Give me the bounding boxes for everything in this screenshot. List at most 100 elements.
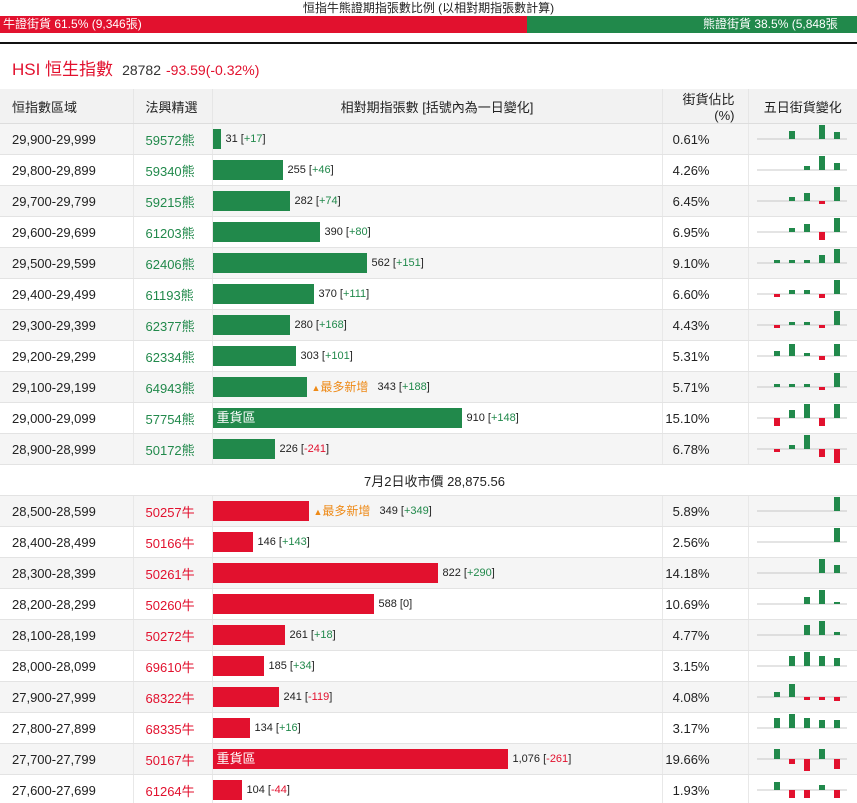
contracts-value: 349 [+349] bbox=[379, 505, 432, 517]
contracts-cell: 255 [+46] bbox=[211, 154, 662, 186]
warrant-code-link[interactable]: 61203熊 bbox=[132, 216, 212, 248]
table-row[interactable]: 29,900-29,999 59572熊 31 [+17] 0.61% bbox=[0, 123, 857, 155]
warrant-code-link[interactable]: 59572熊 bbox=[132, 123, 212, 155]
daily-change: +46 bbox=[311, 164, 331, 176]
five-day-sparkline bbox=[756, 218, 847, 240]
five-day-sparkline bbox=[756, 404, 847, 426]
divider bbox=[0, 42, 857, 44]
contracts-value: 241 [-119] bbox=[283, 691, 333, 703]
table-row[interactable]: 29,000-29,099 57754熊 重貨區 910 [+148] 15.10% bbox=[0, 402, 857, 434]
contracts-bar bbox=[213, 594, 374, 614]
sparkline-bar bbox=[818, 232, 825, 240]
warrant-code-link[interactable]: 68322牛 bbox=[132, 681, 212, 713]
warrant-code-link[interactable]: 50257牛 bbox=[132, 495, 212, 527]
daily-change: 0 bbox=[402, 598, 410, 610]
sparkline-bar bbox=[803, 597, 810, 604]
contracts-bar bbox=[213, 780, 242, 800]
sparkline-bar bbox=[788, 410, 795, 418]
range-cell: 28,000-28,099 bbox=[0, 650, 133, 682]
range-cell: 29,600-29,699 bbox=[0, 216, 133, 248]
warrant-code-link[interactable]: 50272牛 bbox=[132, 619, 212, 651]
contracts-bar bbox=[213, 656, 264, 676]
contracts-bar bbox=[213, 129, 221, 149]
contracts-bar bbox=[213, 532, 253, 552]
table-row[interactable]: 29,700-29,799 59215熊 282 [+74] 6.45% bbox=[0, 185, 857, 217]
warrant-code-link[interactable]: 62406熊 bbox=[132, 247, 212, 279]
contracts-cell: ▲最多新增 343 [+188] bbox=[211, 371, 662, 403]
five-day-trend-cell bbox=[747, 526, 857, 558]
daily-change: +349 bbox=[403, 505, 429, 517]
table-row[interactable]: 28,400-28,499 50166牛 146 [+143] 2.56% bbox=[0, 526, 857, 558]
sparkline-bar bbox=[803, 384, 810, 387]
sparkline-bar bbox=[833, 132, 840, 139]
table-row[interactable]: 28,000-28,099 69610牛 185 [+34] 3.15% bbox=[0, 650, 857, 682]
five-day-trend-cell bbox=[747, 185, 857, 217]
table-row[interactable]: 28,200-28,299 50260牛 588 [0] 10.69% bbox=[0, 588, 857, 620]
table-row[interactable]: 29,400-29,499 61193熊 370 [+111] 6.60% bbox=[0, 278, 857, 310]
warrant-code-link[interactable]: 64943熊 bbox=[132, 371, 212, 403]
index-name[interactable]: HSI 恒生指數 bbox=[12, 60, 114, 79]
table-row[interactable]: 29,100-29,199 64943熊 ▲最多新增 343 [+188] 5.71% bbox=[0, 371, 857, 403]
warrant-code-link[interactable]: 69610牛 bbox=[132, 650, 212, 682]
warrant-code-link[interactable]: 50260牛 bbox=[132, 588, 212, 620]
warrant-code-link[interactable]: 61264牛 bbox=[132, 774, 212, 803]
daily-change: +74 bbox=[318, 195, 338, 207]
table-row[interactable]: 27,800-27,899 68335牛 134 [+16] 3.17% bbox=[0, 712, 857, 744]
contracts-number: 1,076 bbox=[512, 753, 541, 765]
table-row[interactable]: 28,100-28,199 50272牛 261 [+18] 4.77% bbox=[0, 619, 857, 651]
warrant-code-link[interactable]: 50261牛 bbox=[132, 557, 212, 589]
table-row[interactable]: 29,300-29,399 62377熊 280 [+168] 4.43% bbox=[0, 309, 857, 341]
cbbc-distribution-table: 恒指數區域 法興精選 相對期指張數 [括號內為一日變化] 街貨佔比(%) 五日街… bbox=[0, 89, 857, 803]
contracts-value: 282 [+74] bbox=[294, 195, 341, 207]
warrant-code-link[interactable]: 68335牛 bbox=[132, 712, 212, 744]
sparkline-bar bbox=[818, 785, 825, 790]
sparkline-bar bbox=[788, 260, 795, 263]
table-row[interactable]: 27,700-27,799 50167牛 重貨區 1,076 [-261] 19.66% bbox=[0, 743, 857, 775]
warrant-code-link[interactable]: 62377熊 bbox=[132, 309, 212, 341]
table-row[interactable]: 29,500-29,599 62406熊 562 [+151] 9.10% bbox=[0, 247, 857, 279]
table-row[interactable]: 27,600-27,699 61264牛 104 [-44] 1.93% bbox=[0, 774, 857, 803]
sparkline-bar bbox=[803, 718, 810, 728]
contracts-number: 226 bbox=[279, 443, 298, 455]
warrant-code-link[interactable]: 50172熊 bbox=[132, 433, 212, 465]
range-cell: 28,400-28,499 bbox=[0, 526, 133, 558]
sparkline-bar bbox=[803, 435, 810, 449]
range-cell: 27,900-27,999 bbox=[0, 681, 133, 713]
share-cell: 6.78% bbox=[661, 433, 748, 465]
contracts-bar bbox=[213, 749, 508, 769]
sparkline-bar bbox=[773, 749, 780, 759]
warrant-code-link[interactable]: 50167牛 bbox=[132, 743, 212, 775]
contracts-value: 562 [+151] bbox=[371, 257, 424, 269]
daily-change: -241 bbox=[303, 443, 327, 455]
warrant-code-link[interactable]: 59340熊 bbox=[132, 154, 212, 186]
table-row[interactable]: 29,600-29,699 61203熊 390 [+80] 6.95% bbox=[0, 216, 857, 248]
warrant-code-link[interactable]: 62334熊 bbox=[132, 340, 212, 372]
table-row[interactable]: 28,900-28,999 50172熊 226 [-241] 6.78% bbox=[0, 433, 857, 465]
share-cell: 0.61% bbox=[661, 123, 748, 155]
contracts-cell: 588 [0] bbox=[211, 588, 662, 620]
sparkline-bar bbox=[788, 384, 795, 387]
contracts-number: 370 bbox=[318, 288, 337, 300]
warrant-code-link[interactable]: 61193熊 bbox=[132, 278, 212, 310]
table-row[interactable]: 29,800-29,899 59340熊 255 [+46] 4.26% bbox=[0, 154, 857, 186]
daily-change: +111 bbox=[342, 288, 367, 300]
warrant-code-link[interactable]: 57754熊 bbox=[132, 402, 212, 434]
five-day-trend-cell bbox=[747, 216, 857, 248]
sparkline-bar bbox=[773, 782, 780, 790]
table-header-row: 恒指數區域 法興精選 相對期指張數 [括號內為一日變化] 街貨佔比(%) 五日街… bbox=[0, 89, 857, 124]
five-day-sparkline bbox=[756, 249, 847, 264]
contracts-bar bbox=[213, 439, 275, 459]
table-row[interactable]: 27,900-27,999 68322牛 241 [-119] 4.08% bbox=[0, 681, 857, 713]
sparkline-bar bbox=[833, 280, 840, 294]
table-row[interactable]: 29,200-29,299 62334熊 303 [+101] 5.31% bbox=[0, 340, 857, 372]
sparkline-bar bbox=[788, 322, 795, 325]
warrant-code-link[interactable]: 50166牛 bbox=[132, 526, 212, 558]
daily-change: +80 bbox=[348, 226, 368, 238]
warrant-code-link[interactable]: 59215熊 bbox=[132, 185, 212, 217]
table-row[interactable]: 28,500-28,599 50257牛 ▲最多新增 349 [+349] 5.89% bbox=[0, 495, 857, 527]
daily-change: +17 bbox=[243, 133, 263, 145]
sparkline-bar bbox=[818, 449, 825, 457]
contracts-bar bbox=[213, 501, 309, 521]
table-row[interactable]: 28,300-28,399 50261牛 822 [+290] 14.18% bbox=[0, 557, 857, 589]
bull-ratio-segment: 牛證街貨 61.5% (9,346張) bbox=[0, 16, 527, 33]
